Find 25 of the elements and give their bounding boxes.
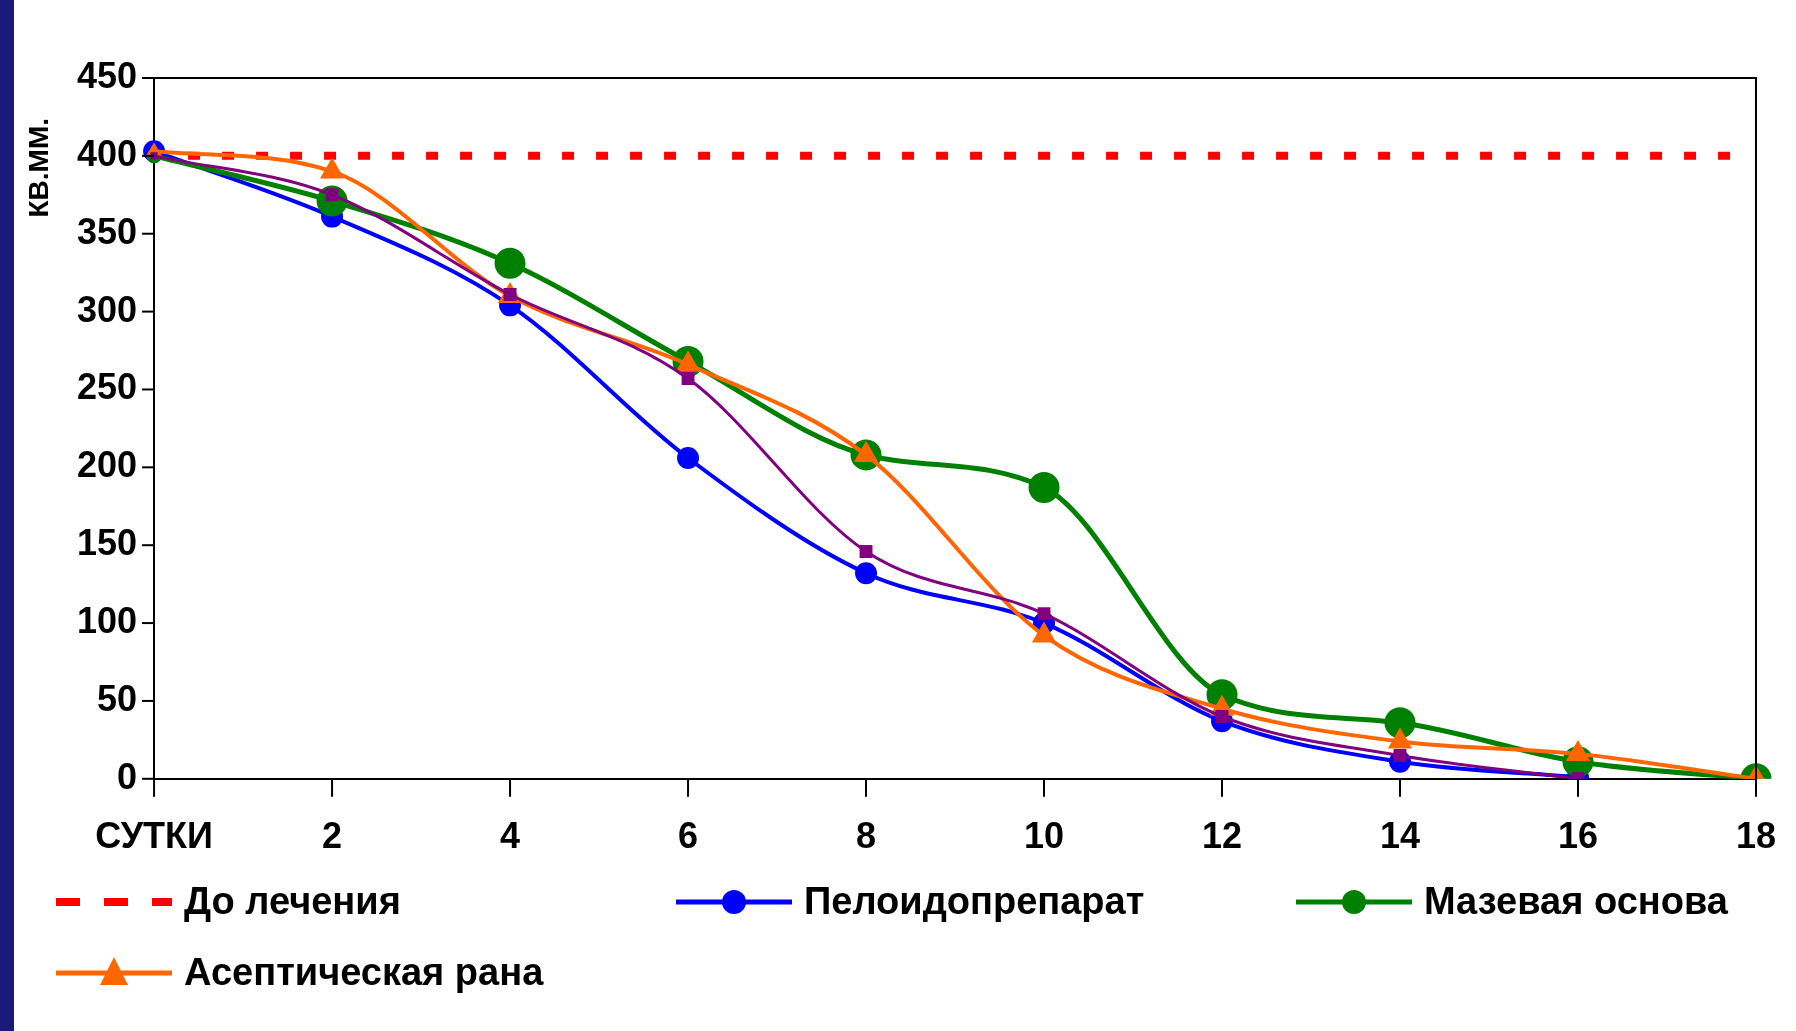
- y-tick-label: 450: [76, 54, 138, 96]
- legend-label: Асептическая рана: [184, 951, 544, 994]
- y-tick-label: 250: [76, 366, 138, 408]
- y-tick-label: 350: [76, 210, 138, 252]
- x-tick-label: 12: [1201, 815, 1243, 857]
- y-tick-label: 400: [76, 132, 138, 174]
- x-tick-label: 2: [322, 815, 343, 857]
- x-tick-label: 10: [1023, 815, 1065, 857]
- x-tick-label: 16: [1557, 815, 1599, 857]
- legend-label: Пелоидопрепарат: [804, 880, 1145, 923]
- x-tick-label: 18: [1735, 815, 1776, 857]
- y-tick-label: 0: [117, 755, 138, 797]
- y-tick-label: 50: [97, 677, 138, 719]
- x-tick-label: СУТКИ: [95, 815, 213, 857]
- x-tick-label: 6: [678, 815, 699, 857]
- legend-label: Мазевая основа: [1424, 880, 1728, 923]
- legend-label: До лечения: [184, 880, 401, 923]
- x-tick-label: 8: [856, 815, 877, 857]
- y-tick-label: 100: [76, 599, 138, 641]
- x-tick-label: 4: [500, 815, 521, 857]
- x-tick-label: 14: [1379, 815, 1421, 857]
- y-tick-label: 200: [76, 444, 138, 486]
- y-axis-title: КВ.ММ.: [22, 118, 54, 218]
- y-tick-label: 150: [76, 522, 138, 564]
- y-tick-label: 300: [76, 288, 138, 330]
